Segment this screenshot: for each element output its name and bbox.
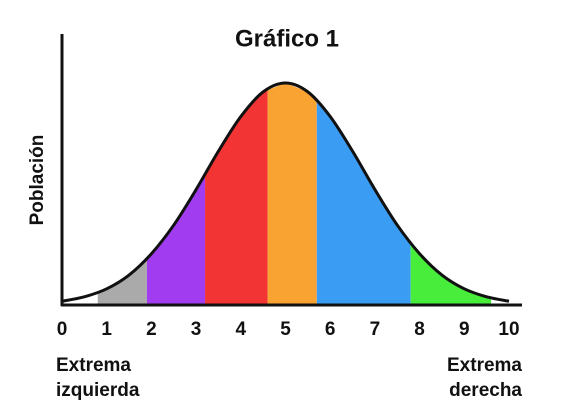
x-tick-label: 4 bbox=[236, 319, 247, 340]
band bbox=[316, 101, 411, 305]
right-label: derecha bbox=[449, 380, 522, 401]
x-tick-label: 0 bbox=[57, 319, 68, 340]
x-tick-label: 6 bbox=[325, 319, 336, 340]
x-tick-label: 9 bbox=[459, 319, 470, 340]
band bbox=[267, 83, 317, 305]
right-label: Extrema bbox=[447, 355, 522, 376]
x-tick-label: 1 bbox=[101, 319, 112, 340]
x-tick-label: 2 bbox=[146, 319, 157, 340]
chart-title: Gráfico 1 bbox=[235, 25, 339, 52]
band bbox=[410, 242, 492, 305]
x-tick-label: 8 bbox=[414, 319, 425, 340]
left-label: izquierda bbox=[56, 380, 140, 401]
x-tick-label: 3 bbox=[191, 319, 202, 340]
band bbox=[146, 174, 206, 305]
left-label: Extrema bbox=[56, 355, 131, 376]
x-tick-label: 7 bbox=[370, 319, 381, 340]
x-tick-label: 10 bbox=[498, 319, 519, 340]
y-axis-label: Población bbox=[27, 135, 48, 226]
band bbox=[205, 90, 268, 305]
curve bbox=[61, 81, 510, 303]
x-tick-label: 5 bbox=[280, 319, 291, 340]
